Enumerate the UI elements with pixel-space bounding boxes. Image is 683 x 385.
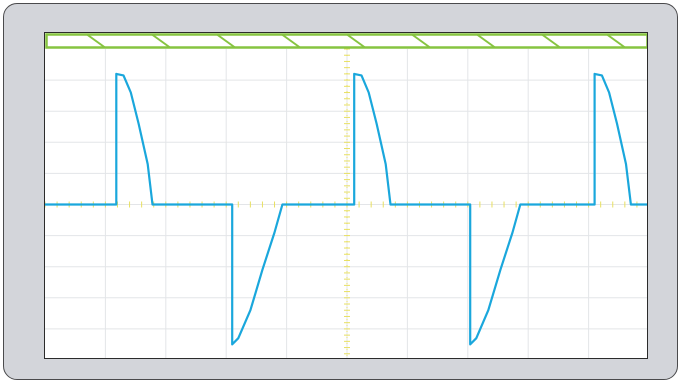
waveform-trace bbox=[45, 72, 647, 346]
trigger-band bbox=[45, 33, 647, 49]
oscilloscope-bezel bbox=[3, 3, 678, 380]
trigger-band-hatch bbox=[86, 33, 106, 49]
trigger-band-hatch bbox=[281, 33, 301, 49]
oscilloscope-screen bbox=[44, 32, 648, 359]
trigger-band-hatch bbox=[476, 33, 496, 49]
trigger-band-hatch bbox=[541, 33, 561, 49]
center-axis-ticks bbox=[45, 48, 638, 358]
trigger-band-hatch bbox=[216, 33, 236, 49]
trigger-band-hatch bbox=[151, 33, 171, 49]
trigger-band-hatch bbox=[346, 33, 366, 49]
trigger-band-hatch bbox=[411, 33, 431, 49]
trigger-band-hatch bbox=[606, 33, 626, 49]
waveform-plot bbox=[45, 33, 647, 358]
trace-layer bbox=[45, 72, 647, 346]
